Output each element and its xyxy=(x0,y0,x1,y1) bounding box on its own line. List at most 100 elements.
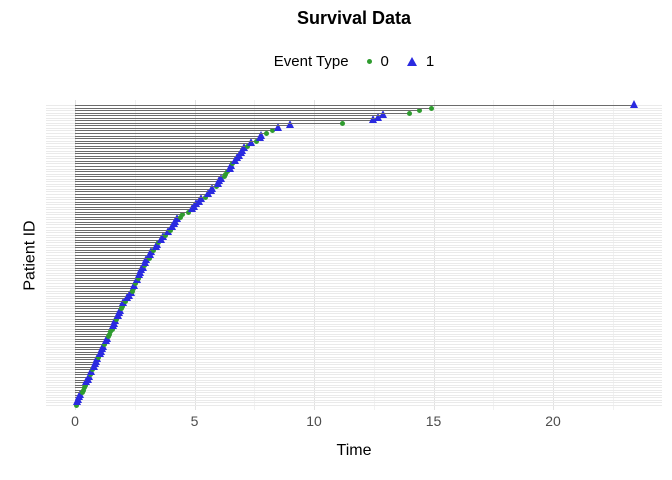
x-tick-label: 5 xyxy=(190,413,199,429)
patient-segment xyxy=(75,107,432,109)
event-marker-circle xyxy=(416,108,422,114)
event-marker-triangle xyxy=(374,112,383,121)
patient-gridline xyxy=(46,196,662,198)
patient-gridline xyxy=(46,249,662,251)
patient-segment xyxy=(75,191,212,193)
patient-segment xyxy=(75,255,151,256)
patient-gridline xyxy=(46,300,662,302)
patient-gridline xyxy=(46,298,662,300)
event-marker-triangle xyxy=(173,214,182,223)
patient-gridline xyxy=(46,349,662,351)
patient-gridline xyxy=(46,405,662,406)
patient-segment xyxy=(75,171,228,173)
event-marker-circle xyxy=(108,329,114,335)
patient-segment xyxy=(75,138,261,140)
event-marker-circle xyxy=(119,306,125,312)
patient-segment xyxy=(75,354,101,356)
patient-segment xyxy=(75,305,123,307)
event-marker-circle xyxy=(151,247,157,253)
patient-segment xyxy=(75,193,209,195)
patient-gridline xyxy=(46,293,662,295)
patient-segment xyxy=(75,303,124,305)
patient-segment xyxy=(75,196,206,198)
patient-gridline xyxy=(46,224,662,226)
event-marker-circle xyxy=(221,174,227,180)
patient-gridline xyxy=(46,143,662,145)
patient-segment xyxy=(75,323,115,325)
event-marker-circle xyxy=(73,403,79,408)
patient-gridline xyxy=(46,176,662,178)
event-marker-triangle xyxy=(146,247,155,256)
event-marker-triangle xyxy=(378,110,387,119)
legend: Event Type 0 1 xyxy=(46,50,662,72)
patient-segment xyxy=(75,201,200,203)
patient-segment xyxy=(75,293,132,295)
event-marker-circle xyxy=(269,128,275,134)
patient-gridline xyxy=(46,234,662,236)
patient-gridline xyxy=(46,359,662,361)
patient-segment xyxy=(75,105,635,106)
patient-segment xyxy=(75,379,89,381)
patient-gridline xyxy=(46,280,662,282)
patient-segment xyxy=(75,110,420,112)
event-marker-triangle xyxy=(369,115,378,124)
event-marker-circle xyxy=(122,298,128,304)
patient-gridline xyxy=(46,295,662,297)
event-marker-circle xyxy=(163,232,169,238)
patient-segment xyxy=(75,341,107,343)
patient-segment xyxy=(75,183,219,185)
patient-gridline xyxy=(46,239,662,241)
patient-gridline xyxy=(46,277,662,279)
patient-gridline xyxy=(46,178,662,180)
event-marker-circle xyxy=(156,240,162,246)
patient-segment xyxy=(75,219,178,221)
legend-item-event-0: 0 xyxy=(366,53,389,70)
patient-segment xyxy=(75,148,245,150)
patient-segment xyxy=(75,356,99,358)
patient-gridline xyxy=(46,244,662,246)
patient-segment xyxy=(75,288,134,290)
patient-gridline xyxy=(46,188,662,190)
patient-gridline xyxy=(46,201,662,203)
patient-gridline xyxy=(46,153,662,155)
patient-gridline xyxy=(46,211,662,213)
patient-gridline xyxy=(46,366,662,368)
event-marker-circle xyxy=(263,130,269,136)
patient-segment xyxy=(75,272,141,274)
patient-gridline xyxy=(46,313,662,315)
patient-gridline xyxy=(46,318,662,320)
patient-gridline xyxy=(46,127,662,129)
patient-segment xyxy=(75,125,291,127)
patient-gridline xyxy=(46,364,662,366)
patient-gridline xyxy=(46,186,662,188)
event-marker-circle xyxy=(244,143,250,149)
patient-gridline xyxy=(46,232,662,234)
patient-segment xyxy=(75,310,121,312)
patient-segment xyxy=(75,343,105,345)
patient-segment xyxy=(75,275,140,277)
event-marker-triangle xyxy=(207,183,216,192)
patient-gridline xyxy=(46,267,662,269)
patient-gridline xyxy=(46,135,662,137)
patient-segment xyxy=(75,221,176,223)
patient-gridline xyxy=(46,247,662,249)
patient-gridline xyxy=(46,125,662,127)
patient-segment xyxy=(75,176,225,178)
patient-segment xyxy=(75,260,147,262)
event-marker-circle xyxy=(177,214,183,220)
patient-gridline xyxy=(46,346,662,348)
patient-segment xyxy=(75,308,122,310)
patient-segment xyxy=(75,132,267,134)
patient-segment xyxy=(75,229,171,231)
patient-segment xyxy=(75,216,181,218)
patient-segment xyxy=(75,155,240,157)
patient-segment xyxy=(75,160,236,162)
patient-gridline xyxy=(46,326,662,328)
patient-gridline xyxy=(46,138,662,140)
patient-gridline xyxy=(46,130,662,132)
patient-gridline xyxy=(46,356,662,358)
event-marker-circle xyxy=(230,161,236,167)
patient-segment xyxy=(75,313,120,315)
x-axis-label: Time xyxy=(336,442,372,459)
patient-segment xyxy=(75,158,238,160)
